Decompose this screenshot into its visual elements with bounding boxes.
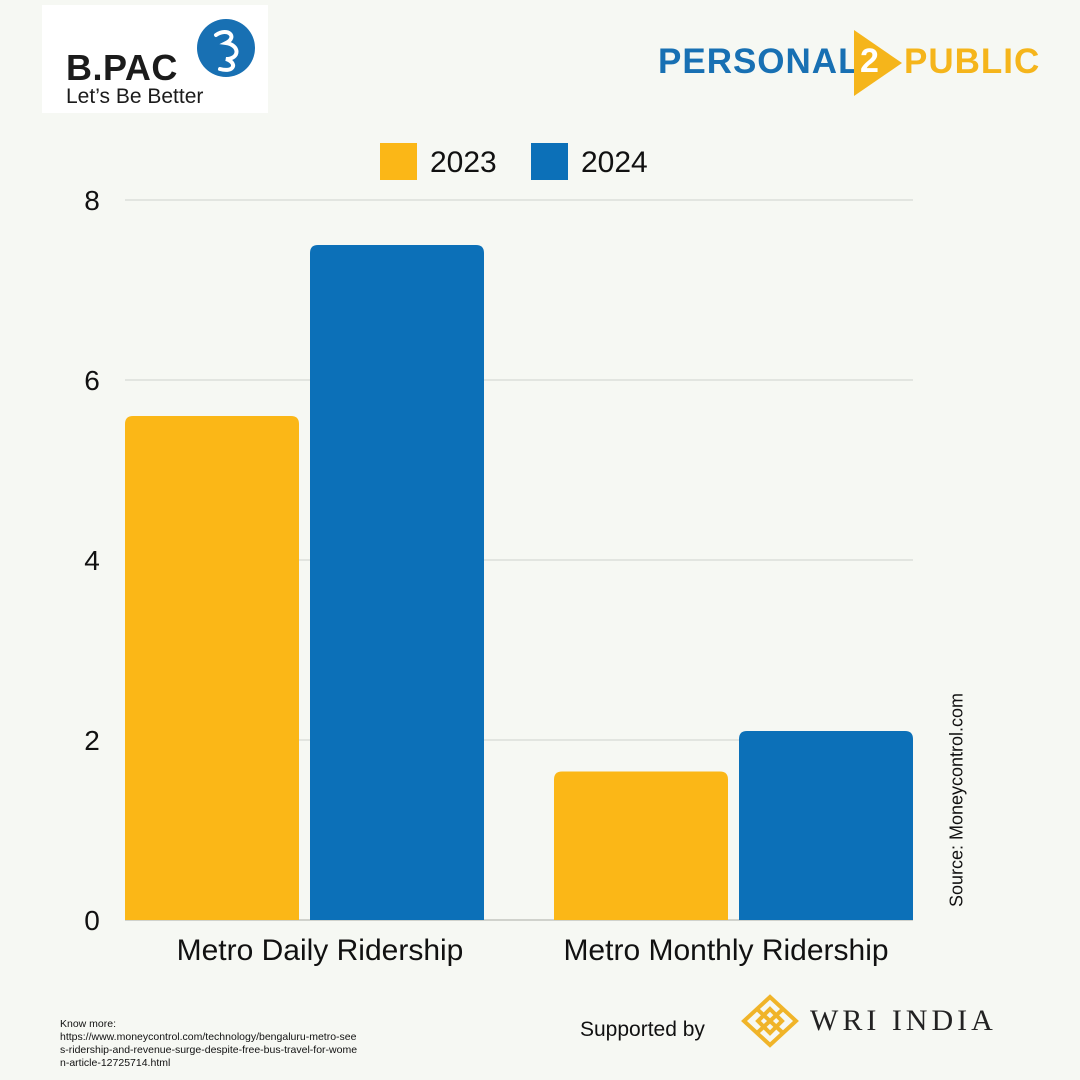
y-tick-label: 8 [84,185,100,216]
know-more-link[interactable]: https://www.moneycontrol.com/technology/… [60,1031,358,1069]
y-tick-label: 0 [84,905,100,936]
bpac-logo-name: B.PAC [66,47,178,88]
bar-layer [125,245,913,920]
legend-swatch-2024 [531,143,568,180]
legend-label: 2023 [430,146,497,179]
bpac-swirl-icon [197,19,255,77]
bar-2024-2 [739,731,913,920]
bar-2023-2 [554,771,728,920]
x-category-label: Metro Daily Ridership [177,934,464,967]
bar-2024-1 [310,245,484,920]
wri-india-name: WRI INDIA [810,1004,997,1037]
bpac-logo-tagline: Let’s Be Better [66,85,204,108]
y-tick-label: 2 [84,725,100,756]
axis-layer: 0 2 4 6 8 Metro Daily Ridership Metro Monthly … [84,185,888,967]
know-more-label: Know more: [60,1018,117,1030]
legend-swatch-2023 [380,143,417,180]
bpac-logo: B.PAC Let’s Be Better [42,5,268,113]
legend-label: 2024 [581,146,648,179]
know-more-note: Know more: https://www.moneycontrol.com/… [60,1018,360,1070]
y-tick-label: 4 [84,545,100,576]
p2p-logo-right-word: PUBLIC [904,42,1041,81]
supported-by-label: Supported by [580,1018,705,1041]
personal-2-public-logo: PERSONAL 2 PUBLIC [656,28,1039,98]
play-arrow-icon [854,30,902,96]
p2p-logo-number: 2 [860,42,879,80]
bar-2023-1 [125,416,299,920]
p2p-logo-left-word: PERSONAL [658,42,861,81]
source-note: Source: Moneycontrol.com [946,692,967,908]
x-category-label: Metro Monthly Ridership [563,934,888,967]
y-tick-label: 6 [84,365,100,396]
wri-india-emblem-icon [741,994,799,1048]
legend: 2023 2024 [380,143,648,180]
